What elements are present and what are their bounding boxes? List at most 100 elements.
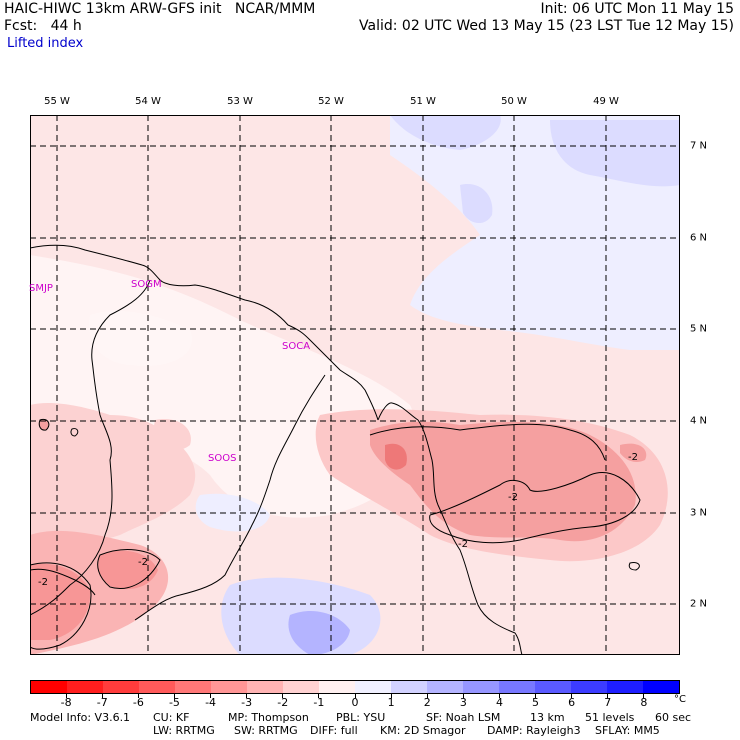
colorbar-swatch: [31, 681, 67, 693]
station-label: SMJP: [29, 283, 53, 294]
colorbar-tick: [282, 694, 284, 698]
valid-time: Valid: 02 UTC Wed 13 May 15 (23 LST Tue …: [359, 18, 734, 34]
colorbar-swatch: [319, 681, 355, 693]
km-option: KM: 2D Smagor: [380, 724, 466, 737]
damping-option: DAMP: Rayleigh3: [487, 724, 581, 737]
cumulus-scheme: CU: KF: [153, 711, 190, 724]
field-negative-region: [98, 550, 158, 590]
colorbar-tick: [462, 694, 464, 698]
colorbar-tick: [607, 694, 609, 698]
colorbar-swatch: [247, 681, 283, 693]
colorbar-tick: [173, 694, 175, 698]
station-label: SOCA: [282, 341, 311, 352]
colorbar-swatch: [391, 681, 427, 693]
lat-lon-grid: [30, 115, 680, 655]
contour-label: -2: [628, 452, 638, 463]
colorbar-tick: [246, 694, 248, 698]
field-negative-region: [30, 403, 196, 555]
colorbar-swatch: [607, 681, 643, 693]
lon-label-52w: 52 W: [318, 96, 344, 107]
colorbar-swatch: [175, 681, 211, 693]
colorbar-tick: [101, 694, 103, 698]
lat-label-5n: 5 N: [690, 323, 708, 335]
lon-label-54w: 54 W: [135, 96, 161, 107]
colorbar-tick: [390, 694, 392, 698]
colorbar-swatch: [103, 681, 139, 693]
plot-title: HAIC-HIWC 13km ARW-GFS init NCAR/MMM: [4, 1, 316, 17]
contour-line: [369, 423, 606, 461]
pbl-scheme: PBL: YSU: [336, 711, 386, 724]
colorbar-label: 2: [423, 696, 431, 709]
colorbar-swatch: [643, 681, 679, 693]
station-label: SOOS: [208, 453, 237, 464]
colorbar-label: -6: [132, 696, 144, 709]
colorbar-tick: [210, 694, 212, 698]
coastline: [30, 244, 379, 421]
colorbar-tick: [498, 694, 500, 698]
colorbar-label: 6: [568, 696, 576, 709]
colorbar-tick: [571, 694, 573, 698]
contour-line: [70, 428, 79, 437]
lon-label-51w: 51 W: [410, 96, 436, 107]
colorbar-label: 4: [495, 696, 503, 709]
microphysics-scheme: MP: Thompson: [228, 711, 309, 724]
field-positive-region: [390, 115, 501, 150]
colorbar-tick: [65, 694, 67, 698]
field-neutral-region: [89, 310, 192, 366]
lon-label-49w: 49 W: [593, 96, 619, 107]
coastline: [377, 402, 523, 655]
colorbar-label: 1: [387, 696, 395, 709]
map-frame: [30, 115, 680, 655]
colorbar-label: -2: [277, 696, 289, 709]
colorbar-label: 8: [640, 696, 648, 709]
colorbar-label: 0: [351, 696, 359, 709]
surface-scheme: SF: Noah LSM: [426, 711, 501, 724]
lon-label-55w: 55 W: [44, 96, 70, 107]
colorbar-label: -8: [60, 696, 72, 709]
colorbar-label: -1: [313, 696, 325, 709]
colorbar-label: -7: [96, 696, 108, 709]
colorbar-swatch: [427, 681, 463, 693]
field-name: Lifted index: [7, 36, 84, 51]
lat-label-2n: 2 N: [690, 598, 708, 610]
colorbar-tick: [643, 694, 645, 698]
contour-label: -2: [38, 577, 48, 588]
country-border: [30, 279, 151, 616]
country-border: [30, 568, 96, 596]
colorbar-tick: [535, 694, 537, 698]
field-positive-region: [460, 184, 493, 224]
colorbar-label: 5: [532, 696, 540, 709]
lat-label-7n: 7 N: [690, 140, 708, 152]
colorbar-tick: [318, 694, 320, 698]
colorbar: [30, 680, 680, 694]
contour-label: -2: [458, 539, 468, 550]
contour-line: [38, 418, 50, 431]
contour-line: [628, 562, 640, 571]
colorbar-swatch: [139, 681, 175, 693]
colorbar-swatch: [571, 681, 607, 693]
colorbar-label: -3: [241, 696, 253, 709]
lon-label-50w: 50 W: [501, 96, 527, 107]
contour-label: -2: [138, 557, 148, 568]
colorbar-tick: [137, 694, 139, 698]
field-negative-region: [39, 419, 49, 431]
colorbar-swatch: [67, 681, 103, 693]
diffusion-option: DIFF: full: [310, 724, 358, 737]
grid-resolution: 13 km: [530, 711, 565, 724]
colorbar-swatch: [355, 681, 391, 693]
field-negative-region: [370, 421, 636, 542]
init-time: Init: 06 UTC Mon 11 May 15: [540, 1, 734, 17]
model-info: Model Info: V3.6.1: [30, 711, 131, 724]
colorbar-label: 3: [459, 696, 467, 709]
contour-line: [97, 549, 161, 589]
lat-label-3n: 3 N: [690, 507, 708, 519]
field-negative-region: [152, 419, 191, 451]
colorbar-tick: [354, 694, 356, 698]
vertical-levels: 51 levels: [585, 711, 635, 724]
field-negative-region: [30, 563, 91, 640]
colorbar-label: -5: [168, 696, 180, 709]
contour-line: [30, 562, 92, 650]
lon-label-53w: 53 W: [227, 96, 253, 107]
surface-layer-scheme: SFLAY: MM5: [595, 724, 660, 737]
colorbar-label: -4: [205, 696, 217, 709]
